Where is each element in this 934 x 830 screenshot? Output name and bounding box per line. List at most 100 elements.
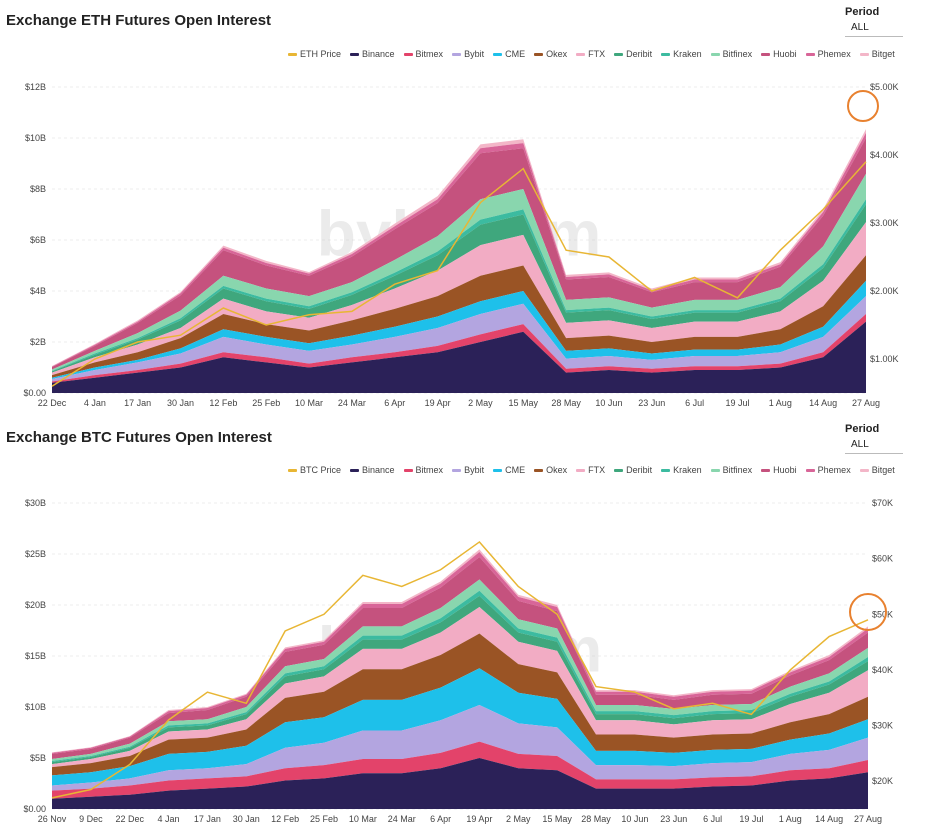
x-tick-label: 12 Feb xyxy=(209,398,237,408)
area-okex xyxy=(52,633,868,776)
legend-label: Phemex xyxy=(817,49,851,59)
legend-item-btc-price[interactable]: BTC Price xyxy=(288,465,341,475)
legend-swatch xyxy=(403,52,413,56)
legend-item-phemex[interactable]: Phemex xyxy=(805,49,851,59)
legend-label: Bybit xyxy=(464,465,485,475)
legend-item-cme[interactable]: CME xyxy=(493,49,525,59)
legend-swatch xyxy=(805,468,815,472)
x-tick-label: 1 Aug xyxy=(779,814,802,824)
legend-item-okex[interactable]: Okex xyxy=(534,49,567,59)
legend-label: Phemex xyxy=(817,465,851,475)
y-tick-label: $30B xyxy=(25,498,46,508)
legend-item-huobi[interactable]: Huobi xyxy=(761,49,797,59)
y2-tick-label: $20K xyxy=(872,776,893,786)
legend-item-eth-price[interactable]: ETH Price xyxy=(288,49,341,59)
legend-swatch xyxy=(403,468,413,472)
legend-label: Huobi xyxy=(773,465,797,475)
legend-label: Binance xyxy=(362,465,395,475)
legend-item-deribit[interactable]: Deribit xyxy=(614,49,652,59)
legend-swatch xyxy=(534,468,544,472)
legend-label: Deribit xyxy=(626,465,653,475)
y-tick-label: $10B xyxy=(25,133,46,143)
legend-swatch xyxy=(493,468,503,472)
legend-item-cme[interactable]: CME xyxy=(493,465,525,475)
legend-swatch xyxy=(350,468,360,472)
x-tick-label: 12 Feb xyxy=(271,814,299,824)
x-tick-label: 6 Jul xyxy=(703,814,722,824)
area-bybit xyxy=(52,296,866,382)
btc-period-select[interactable]: ALL xyxy=(845,437,903,454)
y2-tick-label: $40K xyxy=(872,665,893,675)
area-bitfinex xyxy=(52,579,868,762)
legend-item-huobi[interactable]: Huobi xyxy=(761,465,797,475)
legend-swatch xyxy=(614,52,624,56)
legend-item-deribit[interactable]: Deribit xyxy=(614,465,652,475)
legend-item-bitget[interactable]: Bitget xyxy=(859,49,895,59)
legend-item-bitfinex[interactable]: Bitfinex xyxy=(710,465,753,475)
y2-tick-label: $70K xyxy=(872,498,893,508)
legend-item-ftx[interactable]: FTX xyxy=(576,49,605,59)
y-tick-label: $20B xyxy=(25,600,46,610)
legend-item-kraken[interactable]: Kraken xyxy=(661,49,702,59)
legend-label: FTX xyxy=(588,49,606,59)
y2-tick-label: $50K xyxy=(872,609,893,619)
area-cme xyxy=(52,280,866,379)
legend-item-okex[interactable]: Okex xyxy=(534,465,567,475)
legend-item-ftx[interactable]: FTX xyxy=(576,465,605,475)
highlight-circle xyxy=(849,593,887,631)
legend-item-binance[interactable]: Binance xyxy=(350,465,395,475)
legend-label: ETH Price xyxy=(300,49,342,59)
legend-item-bybit[interactable]: Bybit xyxy=(452,465,484,475)
x-tick-label: 27 Aug xyxy=(852,398,880,408)
x-tick-label: 24 Mar xyxy=(338,398,366,408)
x-tick-label: 23 Jun xyxy=(638,398,665,408)
x-tick-label: 28 May xyxy=(581,814,611,824)
legend-label: Bitget xyxy=(871,49,895,59)
x-tick-label: 6 Apr xyxy=(430,814,451,824)
legend-label: FTX xyxy=(588,465,606,475)
x-tick-label: 17 Jan xyxy=(194,814,221,824)
eth-legend: ETH Price Binance Bitmex Bybit CME Okex FTX Der… xyxy=(288,49,895,59)
x-tick-label: 10 Jun xyxy=(621,814,648,824)
legend-item-bitmex[interactable]: Bitmex xyxy=(403,49,443,59)
x-tick-label: 15 May xyxy=(542,814,572,824)
btc-period-label: Period xyxy=(845,423,880,435)
price-line xyxy=(51,161,867,387)
y-tick-label: $2B xyxy=(30,337,46,347)
legend-item-binance[interactable]: Binance xyxy=(350,49,395,59)
btc-legend: BTC Price Binance Bitmex Bybit CME Okex FTX Der… xyxy=(288,465,895,475)
legend-label: CME xyxy=(505,465,526,475)
eth-period-label: Period xyxy=(845,6,880,18)
price-line xyxy=(51,540,869,799)
y2-tick-label: $30K xyxy=(872,721,893,731)
legend-item-bybit[interactable]: Bybit xyxy=(452,49,484,59)
legend-item-bitfinex[interactable]: Bitfinex xyxy=(710,49,752,59)
x-tick-label: 30 Jan xyxy=(167,398,194,408)
legend-item-kraken[interactable]: Kraken xyxy=(661,465,702,475)
x-tick-label: 24 Mar xyxy=(388,814,416,824)
legend-label: Bitfinex xyxy=(722,465,753,475)
eth-period-select[interactable]: ALL xyxy=(845,20,903,37)
legend-item-bitmex[interactable]: Bitmex xyxy=(403,465,444,475)
x-tick-label: 6 Jul xyxy=(685,398,704,408)
x-tick-label: 25 Feb xyxy=(252,398,280,408)
area-binance xyxy=(52,321,866,393)
y-tick-label: $25B xyxy=(25,549,46,559)
x-tick-label: 2 May xyxy=(506,814,531,824)
legend-item-phemex[interactable]: Phemex xyxy=(805,465,851,475)
legend-label: Bitmex xyxy=(415,465,444,475)
legend-swatch xyxy=(859,52,869,56)
x-tick-label: 22 Dec xyxy=(115,814,144,824)
eth-chart-title: Exchange ETH Futures Open Interest xyxy=(6,12,272,29)
legend-swatch xyxy=(661,468,671,472)
area-bybit xyxy=(52,704,868,791)
legend-item-bitget[interactable]: Bitget xyxy=(859,465,895,475)
y-tick-label: $10B xyxy=(25,702,46,712)
y-tick-label: $12B xyxy=(25,82,46,92)
x-tick-label: 10 Mar xyxy=(349,814,377,824)
x-tick-label: 23 Jun xyxy=(660,814,687,824)
area-bitmex xyxy=(52,741,868,799)
area-binance xyxy=(52,758,868,809)
x-tick-label: 15 May xyxy=(509,398,539,408)
legend-swatch xyxy=(761,468,771,472)
